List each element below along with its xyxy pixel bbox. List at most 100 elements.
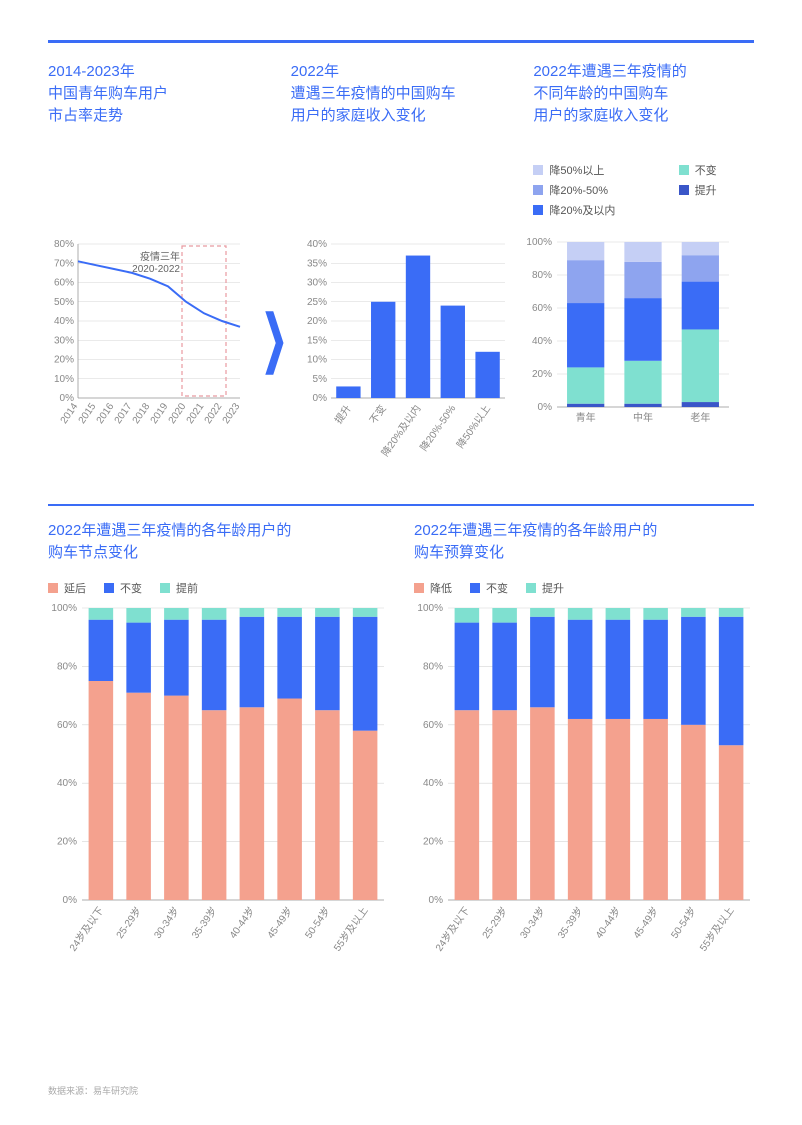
- svg-text:80%: 80%: [532, 270, 552, 281]
- top-titles-row: 2014-2023年 中国青年购车用户 市占率走势 2022年 遭遇三年疫情的中…: [48, 61, 754, 218]
- svg-text:青年: 青年: [576, 411, 596, 424]
- bar-chart: 0%5%10%15%20%25%30%35%40%提升不变降20%及以内降20%…: [301, 238, 511, 473]
- top-divider: [48, 40, 754, 43]
- svg-text:2016: 2016: [95, 401, 117, 426]
- stacked-chart-age: 0% 20% 40% 60% 80% 100% 青年 中年 老年: [523, 238, 733, 438]
- svg-text:80%: 80%: [423, 661, 443, 672]
- svg-text:80%: 80%: [54, 239, 74, 250]
- svg-text:2017: 2017: [113, 401, 135, 426]
- svg-text:中年: 中年: [633, 411, 653, 424]
- svg-text:2022: 2022: [203, 401, 225, 426]
- svg-text:2019: 2019: [149, 401, 171, 426]
- svg-text:2021: 2021: [185, 401, 207, 426]
- svg-text:0%: 0%: [312, 393, 327, 404]
- svg-text:35-39岁: 35-39岁: [555, 904, 586, 941]
- legend-item: 不变: [679, 162, 754, 178]
- svg-text:30-34岁: 30-34岁: [151, 904, 182, 941]
- svg-text:25-29岁: 25-29岁: [113, 904, 144, 941]
- svg-text:20%: 20%: [54, 355, 74, 366]
- svg-text:24岁及以下: 24岁及以下: [432, 904, 472, 953]
- svg-text:0%: 0%: [429, 895, 444, 906]
- legend-budget: 降低 不变 提升: [414, 580, 754, 596]
- svg-text:50-54岁: 50-54岁: [668, 904, 699, 941]
- legend-item: 降20%及以内: [533, 202, 652, 218]
- top-col-3: 2022年遭遇三年疫情的 不同年龄的中国购车 用户的家庭收入变化 降50%以上 不…: [533, 61, 754, 218]
- svg-text:100%: 100%: [417, 604, 443, 614]
- svg-text:2015: 2015: [77, 401, 99, 426]
- svg-text:10%: 10%: [54, 374, 74, 385]
- svg-text:10%: 10%: [307, 355, 327, 366]
- chart1-title: 2014-2023年 中国青年购车用户 市占率走势: [48, 61, 269, 126]
- svg-text:0%: 0%: [63, 895, 78, 906]
- legend-item: 降50%以上: [533, 162, 652, 178]
- svg-text:60%: 60%: [57, 720, 77, 731]
- arrow-icon: ❯: [262, 303, 288, 374]
- svg-text:2018: 2018: [131, 401, 153, 426]
- legend-timing: 延后 不变 提前: [48, 580, 388, 596]
- legend-item: 提前: [160, 580, 198, 596]
- svg-text:60%: 60%: [54, 278, 74, 289]
- svg-text:70%: 70%: [54, 259, 74, 270]
- svg-text:80%: 80%: [57, 661, 77, 672]
- svg-text:20%: 20%: [423, 836, 443, 847]
- bottom-right: 2022年遭遇三年疫情的各年龄用户的 购车预算变化 降低不变提升 0%20%40…: [414, 520, 754, 969]
- chart4-title: 2022年遭遇三年疫情的各年龄用户的 购车节点变化: [48, 520, 388, 564]
- svg-text:降50%以上: 降50%以上: [454, 403, 493, 451]
- svg-text:20%: 20%: [532, 369, 552, 380]
- svg-text:30%: 30%: [54, 336, 74, 347]
- svg-text:5%: 5%: [312, 374, 327, 385]
- svg-text:40%: 40%: [423, 778, 443, 789]
- svg-text:24岁及以下: 24岁及以下: [66, 904, 106, 953]
- svg-text:20%: 20%: [57, 836, 77, 847]
- svg-text:55岁及以上: 55岁及以上: [331, 904, 371, 953]
- svg-text:40%: 40%: [532, 336, 552, 347]
- svg-text:40-44岁: 40-44岁: [226, 904, 257, 941]
- svg-text:15%: 15%: [307, 336, 327, 347]
- legend-item: 提升: [526, 580, 564, 596]
- bottom-row: 2022年遭遇三年疫情的各年龄用户的 购车节点变化 延后 不变 提前 0% 20% 40…: [48, 520, 754, 969]
- svg-text:30-34岁: 30-34岁: [517, 904, 548, 941]
- svg-text:老年: 老年: [690, 411, 710, 424]
- svg-text:30%: 30%: [307, 278, 327, 289]
- svg-text:疫情三年: 疫情三年: [140, 250, 180, 263]
- source-label: 数据来源：易车研究院: [48, 1084, 138, 1097]
- stacked-chart-budget: 0% 20% 40% 60% 80% 100% 24岁及以下25-29岁30-34岁35-3…: [414, 604, 754, 969]
- top-col-2: 2022年 遭遇三年疫情的中国购车 用户的家庭收入变化: [291, 61, 512, 218]
- legend-item: 延后: [48, 580, 86, 596]
- line-chart: 0%10%20%30%40%50%60%70%80%20142015201620…: [48, 238, 248, 453]
- svg-text:2023: 2023: [221, 401, 243, 426]
- svg-text:25%: 25%: [307, 297, 327, 308]
- svg-text:40%: 40%: [57, 778, 77, 789]
- svg-text:25-29岁: 25-29岁: [479, 904, 510, 941]
- stacked-chart-timing: 0%20%40%60%80%100%24岁及以下25-29岁30-34岁35-3…: [48, 604, 388, 969]
- income-legend: 降50%以上 不变降20%-50% 提升降20%及以内: [533, 162, 754, 218]
- svg-text:50%: 50%: [54, 297, 74, 308]
- legend-item: 不变: [470, 580, 508, 596]
- svg-text:2020-2022: 2020-2022: [132, 264, 180, 275]
- svg-text:45-49岁: 45-49岁: [264, 904, 295, 941]
- svg-text:0%: 0%: [537, 402, 552, 413]
- bottom-left: 2022年遭遇三年疫情的各年龄用户的 购车节点变化 延后 不变 提前 0% 20% 40…: [48, 520, 388, 969]
- svg-text:50-54岁: 50-54岁: [302, 904, 333, 941]
- svg-text:35%: 35%: [307, 259, 327, 270]
- mid-divider: [48, 504, 754, 506]
- svg-text:2020: 2020: [167, 401, 189, 426]
- svg-text:35-39岁: 35-39岁: [189, 904, 220, 941]
- svg-text:提升: 提升: [332, 403, 353, 426]
- svg-text:60%: 60%: [423, 720, 443, 731]
- svg-text:不变: 不变: [366, 403, 388, 427]
- legend-item: 提升: [679, 182, 754, 198]
- chart3-title: 2022年遭遇三年疫情的 不同年龄的中国购车 用户的家庭收入变化: [533, 61, 754, 126]
- legend-item: 降低: [414, 580, 452, 596]
- legend-item: 不变: [104, 580, 142, 596]
- svg-text:55岁及以上: 55岁及以上: [697, 904, 737, 953]
- svg-text:20%: 20%: [307, 316, 327, 327]
- svg-text:100%: 100%: [526, 238, 552, 248]
- svg-text:45-49岁: 45-49岁: [630, 904, 661, 941]
- legend-item: 降20%-50%: [533, 182, 652, 198]
- top-col-1: 2014-2023年 中国青年购车用户 市占率走势: [48, 61, 269, 218]
- chart2-title: 2022年 遭遇三年疫情的中国购车 用户的家庭收入变化: [291, 61, 512, 126]
- svg-text:60%: 60%: [532, 303, 552, 314]
- svg-text:40%: 40%: [307, 239, 327, 250]
- svg-text:40%: 40%: [54, 316, 74, 327]
